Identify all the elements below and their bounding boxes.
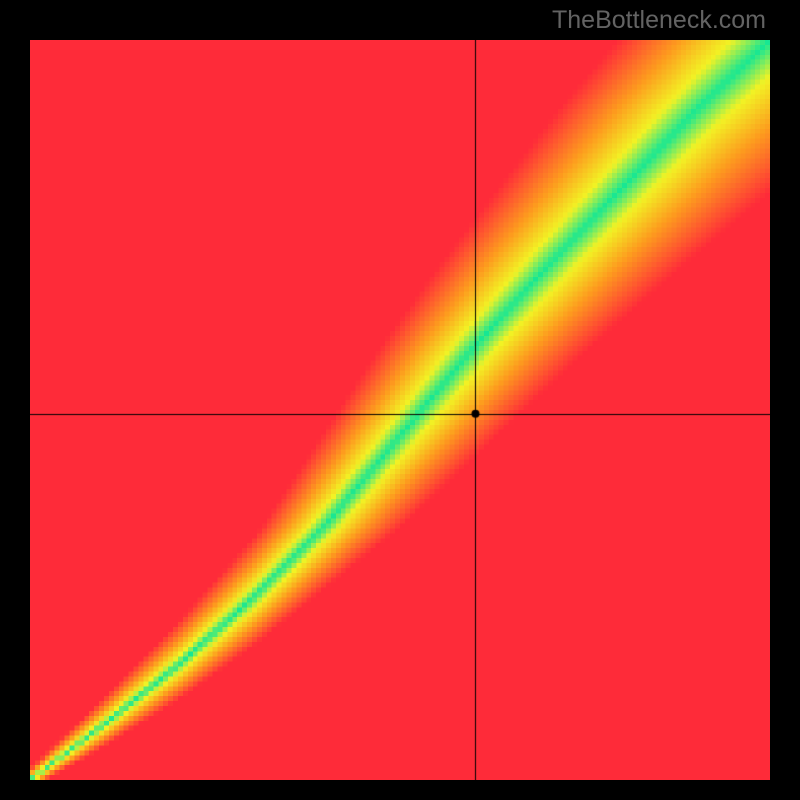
crosshair-overlay (30, 40, 770, 780)
chart-container: TheBottleneck.com (0, 0, 800, 800)
watermark-text: TheBottleneck.com (552, 6, 766, 35)
